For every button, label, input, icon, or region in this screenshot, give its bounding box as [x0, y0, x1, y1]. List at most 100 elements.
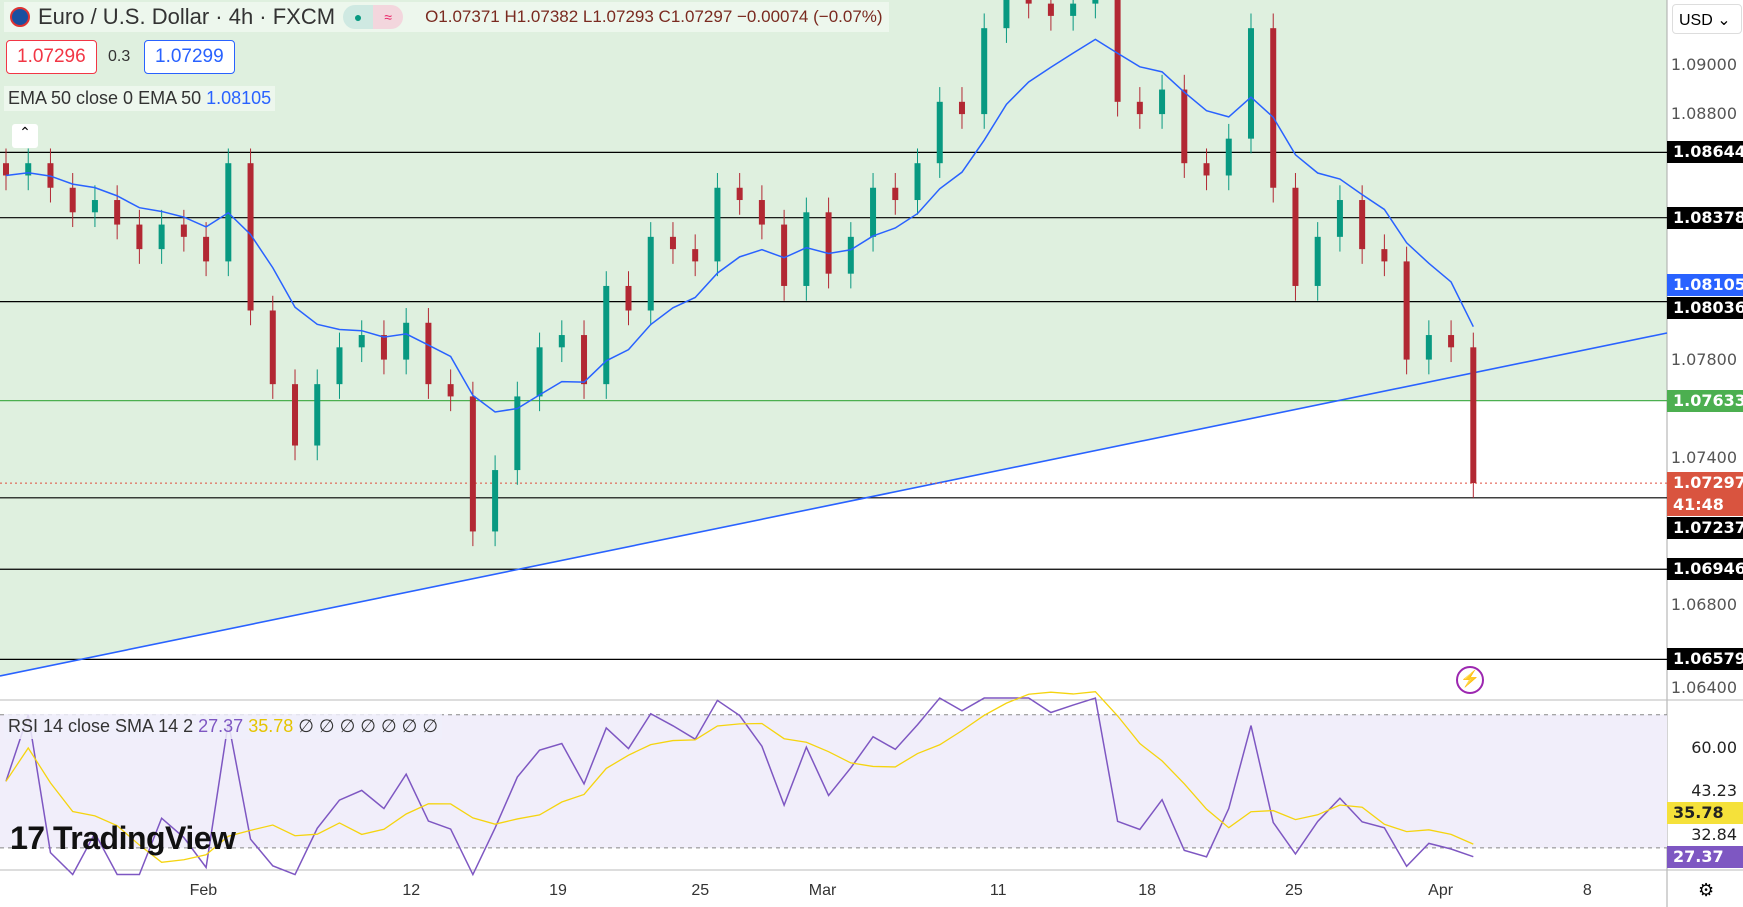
time-tick: 18: [1138, 882, 1157, 899]
rsi-line: [5, 697, 1474, 877]
candle-body: [714, 187, 721, 262]
candle-body: [1336, 200, 1343, 237]
symbol-legend: Euro / U.S. Dollar · 4h · FXCM ● ≈ O1.073…: [4, 2, 889, 32]
candle-body: [781, 224, 788, 286]
candle-body: [536, 347, 543, 397]
level-price-label: 1.08378: [1667, 206, 1743, 229]
candle-body: [1203, 163, 1210, 176]
current-price-label: 1.07297 41:48: [1667, 472, 1743, 517]
time-tick: 19: [549, 882, 567, 899]
candle-body: [1025, 0, 1032, 4]
candle-body: [203, 236, 210, 262]
currency-select[interactable]: USD ⌄: [1672, 4, 1742, 34]
candle-body: [1070, 3, 1077, 16]
level-price-label: 1.07237: [1667, 517, 1743, 540]
candle-body: [247, 163, 254, 311]
rsi-value: 27.37: [198, 716, 244, 736]
candle-body: [25, 163, 32, 176]
candle-body: [3, 163, 9, 176]
candle-body: [669, 236, 676, 250]
candle-body: [403, 322, 410, 360]
candle-body: [914, 163, 921, 201]
candle-body: [469, 396, 476, 532]
price-tick: 1.06400: [1670, 678, 1737, 697]
candle-body: [1425, 335, 1432, 360]
rsi-legend: RSI 14 close SMA 14 2 27.37 35.78 ∅ ∅ ∅ …: [4, 714, 443, 739]
candle-body: [958, 101, 965, 115]
candle-body: [981, 28, 988, 115]
rsi-extra-values: ∅ ∅ ∅ ∅ ∅ ∅ ∅: [298, 716, 439, 736]
candle-body: [603, 285, 610, 385]
candle-body: [1470, 347, 1477, 484]
ema-label: EMA 50 close 0 EMA 50: [8, 88, 202, 108]
candle-body: [136, 224, 143, 250]
candle-body: [91, 200, 98, 213]
time-tick: Feb: [189, 882, 218, 899]
candle-body: [492, 470, 499, 532]
level-price-label: 1.08036: [1667, 296, 1743, 319]
candle-body: [581, 335, 588, 385]
market-status-pill[interactable]: ● ≈: [343, 5, 404, 29]
candle-body: [1403, 261, 1410, 360]
candle-body: [1381, 249, 1388, 262]
collapse-legend-button[interactable]: ⌃: [12, 124, 38, 148]
level-price-label: 1.08644: [1667, 141, 1743, 164]
time-tick: 8: [1582, 882, 1592, 899]
buy-price-button[interactable]: 1.07299: [144, 40, 235, 74]
settings-icon[interactable]: ⚙: [1698, 880, 1715, 900]
level-price-label: 1.08105: [1667, 273, 1743, 296]
candle-body: [936, 101, 943, 164]
candle-body: [803, 212, 810, 286]
level-price-label: 1.06579: [1667, 648, 1743, 671]
candle-body: [892, 187, 899, 201]
candle-body: [69, 187, 76, 213]
delayed-icon: ≈: [373, 5, 404, 29]
candle-body: [447, 384, 454, 397]
candle-body: [1114, 0, 1121, 102]
price-tick: 1.08800: [1670, 104, 1737, 124]
candle-body: [314, 384, 321, 446]
eu-flag-icon: [10, 7, 30, 27]
ema-value: 1.08105: [206, 88, 272, 108]
rsi-tick: 60.00: [1691, 738, 1737, 757]
symbol-title[interactable]: Euro / U.S. Dollar · 4h · FXCM: [38, 4, 336, 29]
chevron-down-icon: ⌄: [1717, 12, 1731, 29]
rsi-value-label: 27.37: [1667, 846, 1743, 868]
market-open-icon: ●: [343, 5, 374, 29]
candle-body: [158, 224, 165, 250]
spread-value: 0.3: [108, 48, 131, 65]
time-tick: 11: [989, 882, 1007, 899]
candle-body: [1247, 28, 1254, 139]
rsi-tick: 32.84: [1691, 825, 1737, 844]
zone-fill: [0, 0, 1667, 676]
candle-body: [647, 236, 654, 311]
candle-body: [1092, 0, 1099, 4]
candle-body: [514, 396, 521, 471]
lightning-alert-icon[interactable]: ⚡: [1456, 666, 1484, 694]
tradingview-logo[interactable]: 17 TradingView: [10, 820, 236, 856]
candle-body: [558, 335, 565, 348]
level-price-label: 1.06946: [1667, 558, 1743, 581]
candle-body: [736, 187, 743, 201]
candle-body: [1270, 28, 1277, 188]
sell-price-button[interactable]: 1.07296: [6, 40, 97, 74]
candle-body: [1047, 3, 1054, 16]
price-tick: 1.07800: [1670, 349, 1737, 369]
time-tick: Apr: [1428, 882, 1454, 899]
candle-body: [847, 236, 854, 274]
trendline: [0, 332, 1668, 677]
candle-body: [625, 285, 632, 311]
time-tick: 12: [402, 882, 421, 899]
candle-body: [1359, 200, 1366, 250]
candle-body: [380, 335, 387, 360]
candle-body: [1314, 236, 1321, 286]
candle-body: [1159, 89, 1166, 115]
price-tick: 1.09000: [1670, 55, 1737, 74]
rsi-sma-label: 35.78: [1667, 802, 1743, 824]
candle-body: [870, 187, 877, 237]
time-tick: 25: [1284, 882, 1303, 899]
ohlc-values: O1.07371 H1.07382 L1.07293 C1.07297 −0.0…: [425, 7, 883, 26]
rsi-sma-line: [5, 691, 1474, 863]
ema-legend: EMA 50 close 0 EMA 50 1.08105: [4, 86, 276, 111]
